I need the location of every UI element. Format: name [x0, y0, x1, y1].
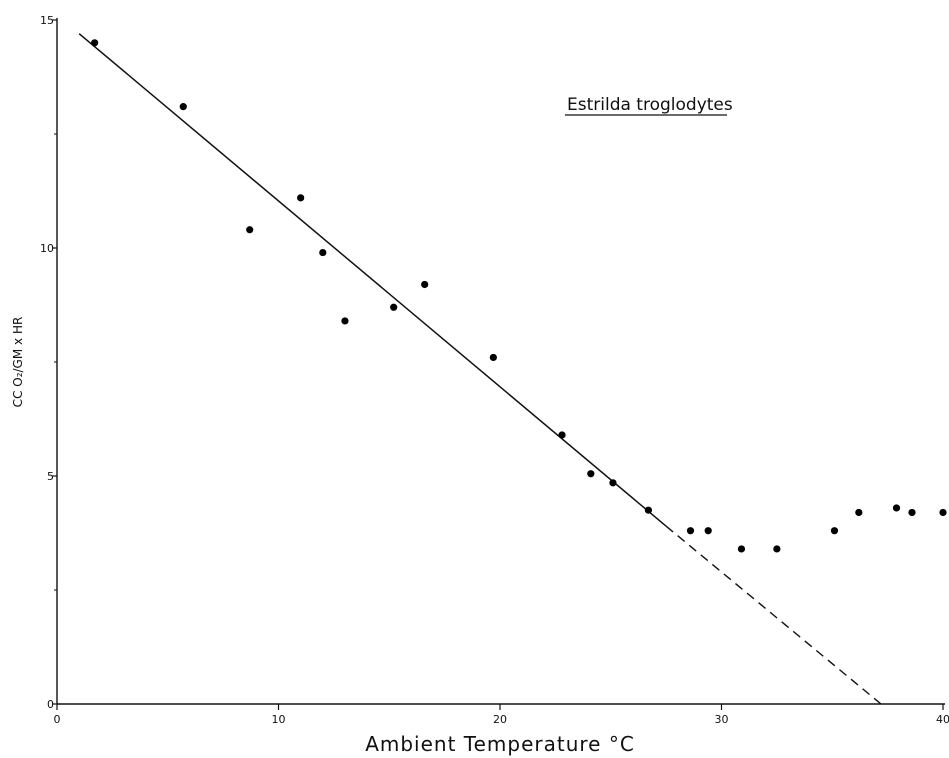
- regression-line: [78, 33, 882, 705]
- data-point: [246, 226, 254, 234]
- data-point: [319, 248, 327, 257]
- data-point: [609, 479, 617, 487]
- fit-line-dashed: [665, 525, 882, 705]
- x-tick-label: 20: [493, 713, 507, 726]
- data-point: [179, 103, 187, 111]
- data-point: [939, 508, 947, 517]
- data-point: [489, 353, 497, 362]
- x-axis-title: Ambient Temperature °C: [365, 732, 635, 756]
- x-tick-label: 30: [715, 713, 729, 726]
- data-point: [686, 527, 695, 535]
- data-point: [390, 303, 398, 311]
- y-tick-label: 10: [40, 242, 54, 255]
- data-point: [830, 527, 839, 535]
- y-axis-title: CC O₂/GM x HR: [11, 317, 25, 408]
- ticks: 0 10 20 30 40 0 5 10 15: [40, 14, 949, 726]
- data-point: [773, 545, 781, 553]
- y-tick-label: 5: [47, 470, 54, 483]
- axes: [56, 18, 945, 705]
- x-tick-label: 10: [272, 713, 286, 726]
- x-tick-label: 40: [936, 713, 949, 726]
- data-point: [341, 317, 349, 325]
- data-point: [892, 504, 901, 512]
- data-point: [644, 506, 653, 514]
- data-point: [91, 39, 99, 47]
- data-point: [297, 194, 305, 202]
- y-tick-label: 15: [40, 14, 54, 27]
- data-point: [855, 508, 863, 517]
- chart-title: Estrilda troglodytes: [567, 95, 733, 115]
- data-point: [737, 545, 746, 553]
- y-tick-label: 0: [47, 698, 54, 711]
- data-point: [558, 431, 566, 439]
- data-point: [704, 527, 712, 535]
- data-point: [587, 470, 595, 478]
- data-point: [421, 280, 429, 289]
- data-points: [91, 39, 947, 553]
- data-point: [908, 508, 916, 517]
- x-tick-label: 0: [54, 713, 61, 726]
- fit-line-solid: [78, 33, 667, 527]
